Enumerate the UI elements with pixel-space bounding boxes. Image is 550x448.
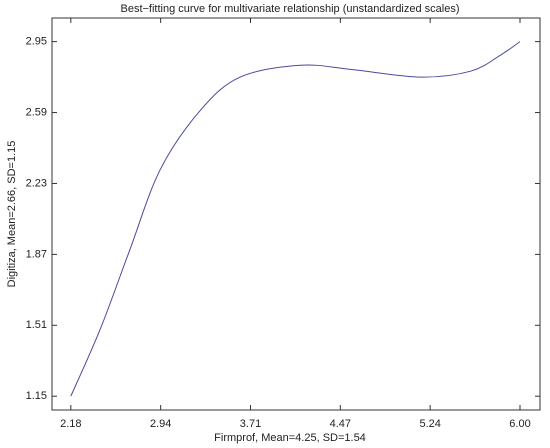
y-tick-label: 2.95 <box>26 36 47 48</box>
x-tick-label: 3.71 <box>240 418 261 430</box>
x-tick-label: 2.94 <box>150 418 171 430</box>
y-axis-label: Digitiza, Mean=2.66, SD=1.15 <box>6 141 18 288</box>
x-tick-label: 6.00 <box>509 418 530 430</box>
y-tick-label: 1.15 <box>26 390 47 402</box>
x-tick-label: 5.24 <box>419 418 440 430</box>
x-axis-label: Firmprof, Mean=4.25, SD=1.54 <box>214 432 366 444</box>
x-tick-label: 4.47 <box>330 418 351 430</box>
plot-frame <box>51 17 541 411</box>
x-tick-label: 2.18 <box>60 418 81 430</box>
y-tick-label: 2.59 <box>26 106 47 118</box>
chart-title: Best−fitting curve for multivariate rela… <box>120 3 459 15</box>
y-tick-label: 1.51 <box>26 319 47 331</box>
y-tick-label: 1.87 <box>26 248 47 260</box>
y-tick-label: 2.23 <box>26 177 47 189</box>
line <box>70 41 521 397</box>
